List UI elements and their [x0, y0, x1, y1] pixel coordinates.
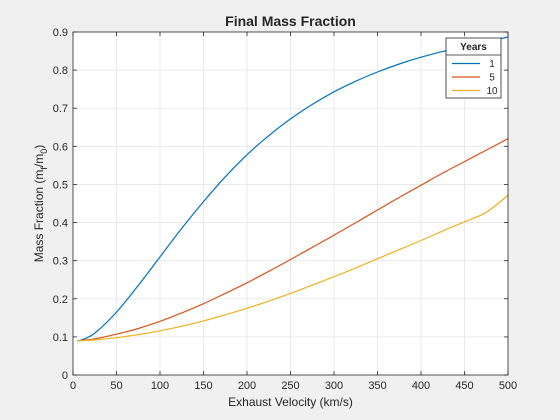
x-tick-label: 200 — [238, 380, 256, 392]
y-tick-label: 0 — [62, 370, 68, 382]
y-tick-label: 0.5 — [53, 179, 68, 191]
x-axis-label: Exhaust Velocity (km/s) — [228, 395, 353, 409]
y-axis-label: Mass Fraction (mf/m0) — [32, 145, 49, 263]
legend-label-10: 10 — [486, 86, 498, 97]
legend-box — [445, 37, 502, 99]
chart-title: Final Mass Fraction — [225, 13, 356, 29]
x-tick-label: 250 — [281, 380, 299, 392]
y-tick-label: 0.2 — [53, 294, 68, 306]
series-lines — [77, 36, 509, 342]
x-tick-label: 300 — [325, 380, 343, 392]
y-tick-label: 0.7 — [53, 103, 68, 115]
y-tick-label: 0.3 — [53, 256, 68, 268]
y-tick-label: 0.6 — [53, 141, 68, 153]
x-tick-label: 50 — [110, 380, 122, 392]
series-line-5 — [77, 138, 509, 342]
legend-label-5: 5 — [489, 73, 495, 84]
y-tick-label: 0.8 — [53, 65, 68, 77]
x-tick-label: 450 — [455, 380, 473, 392]
series-line-10 — [77, 194, 509, 342]
series-line-1 — [77, 36, 509, 342]
x-tick-label: 500 — [499, 380, 517, 392]
x-tick-label: 0 — [70, 380, 76, 392]
x-tick-label: 350 — [368, 380, 386, 392]
legend-label-1: 1 — [489, 59, 495, 70]
grid-lines — [73, 32, 508, 375]
y-tick-label: 0.9 — [53, 27, 68, 39]
y-tick-label: 0.1 — [53, 332, 68, 344]
axis-ticks: 0 50 100 150 200 250 300 350 400 450 500 0 0.1 0.2 0.3… — [53, 27, 517, 392]
x-tick-label: 100 — [151, 380, 169, 392]
legend-title: Years — [460, 42, 487, 53]
x-tick-label: 400 — [412, 380, 430, 392]
y-tick-label: 0.4 — [53, 218, 68, 230]
x-tick-label: 150 — [194, 380, 212, 392]
